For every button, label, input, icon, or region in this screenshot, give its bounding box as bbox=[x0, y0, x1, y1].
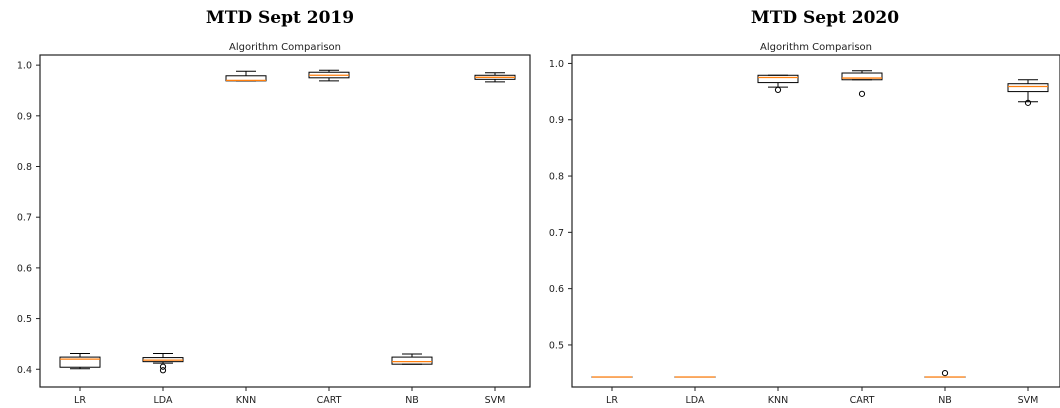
box-iqr bbox=[757, 74, 799, 84]
y-tick-label: 0.9 bbox=[549, 115, 564, 126]
x-tick-label: LR bbox=[606, 395, 618, 406]
y-tick-label: 0.6 bbox=[17, 263, 32, 274]
x-tick-label: LR bbox=[74, 395, 86, 406]
chart-subtitle: Algorithm Comparison bbox=[760, 42, 872, 53]
outlier-point bbox=[774, 86, 782, 94]
y-tick-label: 0.7 bbox=[17, 213, 32, 224]
box-lda bbox=[142, 353, 184, 374]
chart-panel-1: Algorithm Comparison 0.5 0.6 0.7 0.8 0.9 1.0 LR… bbox=[549, 42, 1060, 406]
box-iqr bbox=[59, 356, 101, 368]
x-tick-label: LDA bbox=[154, 395, 173, 406]
box-svm bbox=[474, 72, 516, 83]
box-knn bbox=[225, 70, 267, 82]
y-tick-label: 0.8 bbox=[17, 162, 32, 173]
y-tick-label: 1.0 bbox=[17, 61, 32, 72]
x-tick-label: CART bbox=[850, 395, 875, 406]
x-tick-label: KNN bbox=[768, 395, 788, 406]
box-svm bbox=[1007, 79, 1049, 106]
outlier-point bbox=[858, 90, 866, 97]
y-tick-label: 0.9 bbox=[17, 111, 32, 122]
panel-title-2019: MTD Sept 2019 bbox=[205, 8, 355, 28]
plot-frame bbox=[571, 54, 1060, 388]
box-lr bbox=[59, 353, 101, 370]
x-tick-label: KNN bbox=[236, 395, 256, 406]
box-knn bbox=[757, 74, 799, 94]
outlier-point bbox=[159, 363, 167, 370]
box-cart bbox=[308, 69, 350, 82]
box-nb bbox=[391, 353, 433, 365]
x-tick-label: CART bbox=[317, 395, 342, 406]
chart-subtitle: Algorithm Comparison bbox=[229, 42, 341, 53]
x-tick-label: NB bbox=[405, 395, 419, 406]
box-iqr bbox=[1007, 83, 1049, 93]
panel-title-2020: MTD Sept 2020 bbox=[750, 8, 900, 28]
x-tick-label: SVM bbox=[1018, 395, 1039, 406]
y-tick-label: 0.6 bbox=[549, 284, 564, 295]
chart-panel-0: Algorithm Comparison 0.4 0.5 0.6 0.7 0.8 0.9 1.… bbox=[17, 42, 531, 406]
y-tick-label: 0.5 bbox=[549, 340, 564, 351]
outlier-point bbox=[1024, 99, 1032, 106]
y-tick-label: 1.0 bbox=[549, 59, 564, 70]
box-nb bbox=[924, 369, 966, 378]
outlier-point bbox=[159, 367, 167, 374]
outlier-point bbox=[941, 369, 949, 377]
plot-frame bbox=[39, 54, 531, 388]
box-cart bbox=[841, 70, 883, 97]
box-iqr bbox=[841, 72, 883, 81]
x-tick-label: NB bbox=[938, 395, 952, 406]
box-iqr bbox=[391, 356, 433, 365]
x-tick-label: SVM bbox=[485, 395, 506, 406]
y-tick-label: 0.5 bbox=[17, 314, 32, 325]
y-tick-label: 0.8 bbox=[549, 172, 564, 183]
y-tick-label: 0.4 bbox=[17, 365, 32, 376]
x-tick-label: LDA bbox=[686, 395, 705, 406]
y-tick-label: 0.7 bbox=[549, 228, 564, 239]
